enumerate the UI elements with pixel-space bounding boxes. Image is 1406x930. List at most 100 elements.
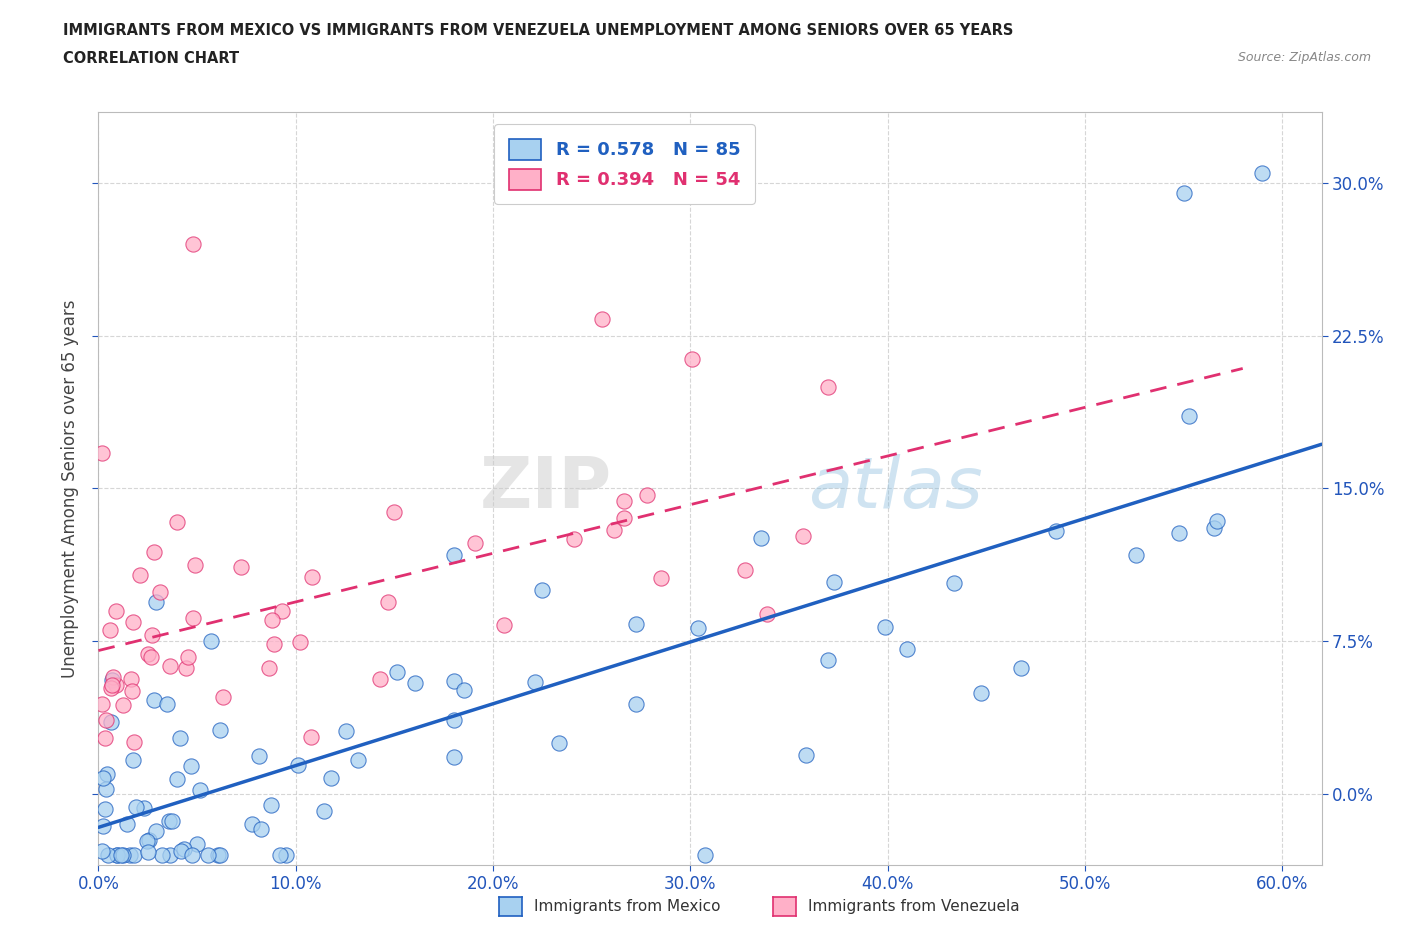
Point: [591, 312, 613, 326]
Point: [1251, 166, 1274, 180]
Point: [159, 658, 181, 673]
Point: [101, 678, 124, 693]
Text: CORRELATION CHART: CORRELATION CHART: [63, 51, 239, 66]
Point: [368, 671, 391, 686]
Point: [624, 696, 647, 711]
Point: [145, 823, 167, 838]
Point: [149, 585, 172, 600]
Point: [453, 683, 475, 698]
Point: [650, 571, 672, 586]
Point: [105, 847, 128, 862]
Point: [159, 847, 181, 862]
Point: [301, 569, 323, 584]
Point: [755, 606, 778, 621]
Point: [312, 804, 335, 818]
Point: [242, 817, 264, 831]
Point: [299, 730, 322, 745]
Point: [141, 628, 163, 643]
Point: [180, 759, 202, 774]
Point: [91, 844, 114, 858]
Point: [1205, 513, 1227, 528]
Point: [443, 673, 465, 688]
Point: [180, 847, 202, 862]
Point: [157, 814, 180, 829]
Point: [110, 847, 132, 862]
Point: [464, 536, 486, 551]
Point: [548, 736, 571, 751]
Point: [97, 847, 120, 862]
Point: [249, 749, 271, 764]
Point: [93, 818, 115, 833]
Point: [166, 772, 188, 787]
Point: [136, 844, 159, 859]
Point: [271, 604, 294, 618]
Point: [207, 847, 229, 862]
Point: [613, 494, 636, 509]
Point: [873, 620, 896, 635]
Point: [197, 847, 219, 862]
Point: [91, 771, 114, 786]
Point: [231, 559, 253, 574]
Point: [382, 505, 405, 520]
Point: [681, 352, 703, 366]
Point: [1204, 521, 1226, 536]
Point: [347, 752, 370, 767]
Point: [404, 675, 426, 690]
Point: [177, 650, 200, 665]
Point: [262, 613, 284, 628]
Point: [1178, 409, 1201, 424]
Point: [269, 847, 291, 862]
Point: [125, 800, 148, 815]
Point: [105, 678, 128, 693]
Point: [602, 523, 624, 538]
Point: [1168, 525, 1191, 540]
Point: [276, 847, 298, 862]
Point: [335, 724, 357, 738]
Point: [135, 833, 157, 848]
Point: [209, 847, 232, 862]
Point: [257, 660, 280, 675]
Point: [139, 650, 162, 665]
Point: [98, 623, 121, 638]
Point: [695, 847, 717, 862]
Point: [636, 487, 658, 502]
Point: [385, 665, 408, 680]
Point: [111, 847, 134, 862]
Point: [896, 642, 918, 657]
Text: atlas: atlas: [808, 454, 983, 523]
Point: [688, 620, 710, 635]
Text: Immigrants from Mexico: Immigrants from Mexico: [534, 899, 721, 914]
Point: [136, 646, 159, 661]
Point: [121, 752, 143, 767]
Point: [288, 635, 311, 650]
Y-axis label: Unemployment Among Seniors over 65 years: Unemployment Among Seniors over 65 years: [60, 299, 79, 677]
Point: [122, 847, 145, 862]
Point: [188, 782, 211, 797]
Point: [734, 562, 756, 577]
Point: [250, 822, 273, 837]
Point: [209, 723, 232, 737]
Point: [970, 685, 993, 700]
Point: [94, 730, 117, 745]
Point: [792, 528, 814, 543]
Point: [100, 672, 122, 687]
Point: [186, 837, 208, 852]
Point: [200, 633, 222, 648]
Point: [817, 379, 839, 394]
Point: [173, 842, 195, 857]
Point: [531, 582, 554, 597]
Point: [823, 575, 845, 590]
Point: [263, 637, 285, 652]
Point: [91, 697, 114, 711]
Point: [492, 618, 515, 632]
Point: [523, 675, 546, 690]
Point: [91, 446, 114, 461]
Point: [184, 558, 207, 573]
Point: [174, 660, 197, 675]
Point: [121, 684, 143, 698]
Point: [103, 670, 125, 684]
Point: [319, 770, 342, 785]
Point: [166, 514, 188, 529]
Text: IMMIGRANTS FROM MEXICO VS IMMIGRANTS FROM VENEZUELA UNEMPLOYMENT AMONG SENIORS O: IMMIGRANTS FROM MEXICO VS IMMIGRANTS FRO…: [63, 23, 1014, 38]
Point: [117, 817, 139, 831]
